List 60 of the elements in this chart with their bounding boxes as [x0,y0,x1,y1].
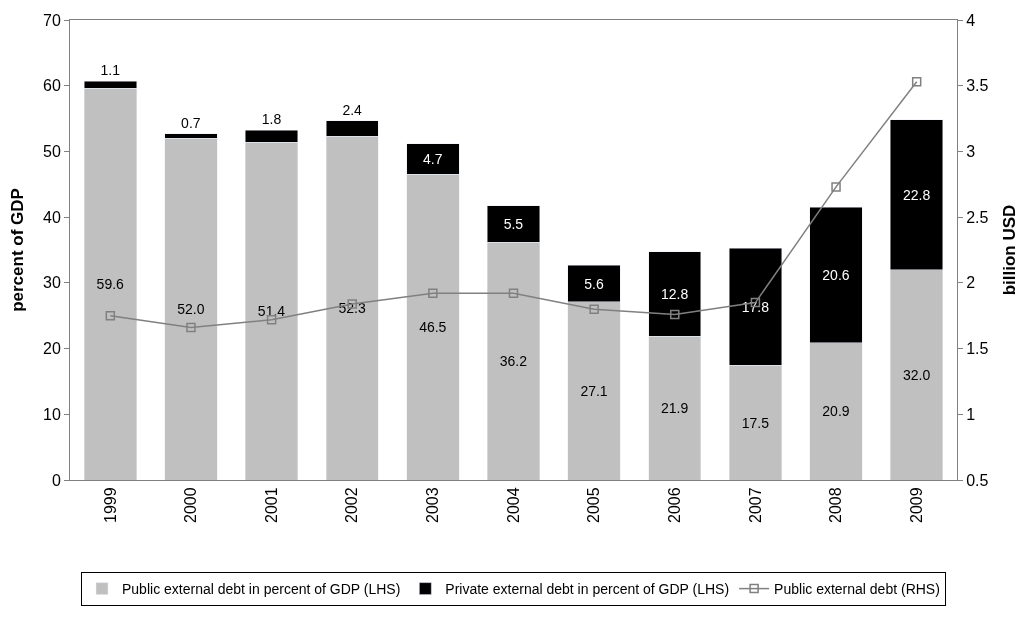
data-label: 1.8 [261,111,282,128]
point [186,322,196,333]
y2-tick-label: 4 [966,11,976,29]
y-axis-title: percent of GDP [7,188,27,312]
data-label: 52.0 [177,301,205,318]
y2-tick-label: 3 [966,143,976,161]
x-tick-label: 2002 [343,487,361,523]
point [911,77,922,87]
data-label: 59.6 [96,276,125,293]
point [589,304,599,314]
y-tick-label: 0 [51,471,61,489]
data-label: 5.6 [584,275,604,292]
data-label: 21.9 [661,400,689,417]
data-label: 5.5 [503,216,524,233]
data-label: 12.8 [661,286,689,303]
data-label: 2.4 [342,101,363,118]
y-tick-label: 40 [43,208,61,226]
point [670,309,680,320]
x-tick-label: 2003 [424,487,442,523]
x-tick-label: 2009 [907,487,925,523]
x-tick-label: 2000 [182,487,200,523]
legend-label: Public external debt in percent of GDP (LHS) [122,581,401,598]
data-label: 32.0 [902,366,931,383]
y2-tick-label: 2 [966,274,976,292]
x-tick-label: 1999 [101,487,119,523]
y-tick-label: 50 [43,143,61,161]
y-tick-label: 20 [43,340,61,358]
y2-tick-label: 1 [966,405,976,423]
y2-tick-label: 0.5 [966,471,989,489]
y-tick-label: 60 [43,77,61,95]
point [428,288,438,299]
point [831,182,841,192]
data-label: 1.1 [100,62,121,79]
x-tick-label: 2001 [262,487,280,523]
y-tick-label: 30 [43,274,61,292]
y-tick-label: 70 [43,11,61,29]
data-label: 17.5 [741,414,770,431]
x-tick-label: 2007 [746,487,764,523]
data-label: 20.6 [822,266,850,283]
x-tick-label: 2004 [504,487,522,523]
data-label: 36.2 [499,353,528,370]
y2-tick-label: 1.5 [966,340,989,358]
legend-label: Public external debt (RHS) [774,581,940,598]
y2-tick-label: 2.5 [966,208,989,226]
data-label: 4.7 [423,150,443,167]
data-label: 22.8 [902,186,931,203]
point [508,288,519,299]
data-label: 0.7 [181,114,201,131]
x-tick-label: 2006 [665,487,683,523]
y2-axis-title: billion USD [999,204,1019,296]
data-label: 46.5 [419,319,447,336]
data-label: 27.1 [580,382,608,399]
y2-tick-label: 3.5 [966,77,989,95]
x-tick-label: 2005 [585,487,603,523]
legend-label: Private external debt in percent of GDP (LHS) [445,581,730,598]
data-label: 20.9 [822,403,850,420]
point [105,310,116,321]
y-tick-label: 10 [43,405,61,423]
x-tick-label: 2008 [827,487,845,523]
data-label: 52.3 [338,300,366,317]
